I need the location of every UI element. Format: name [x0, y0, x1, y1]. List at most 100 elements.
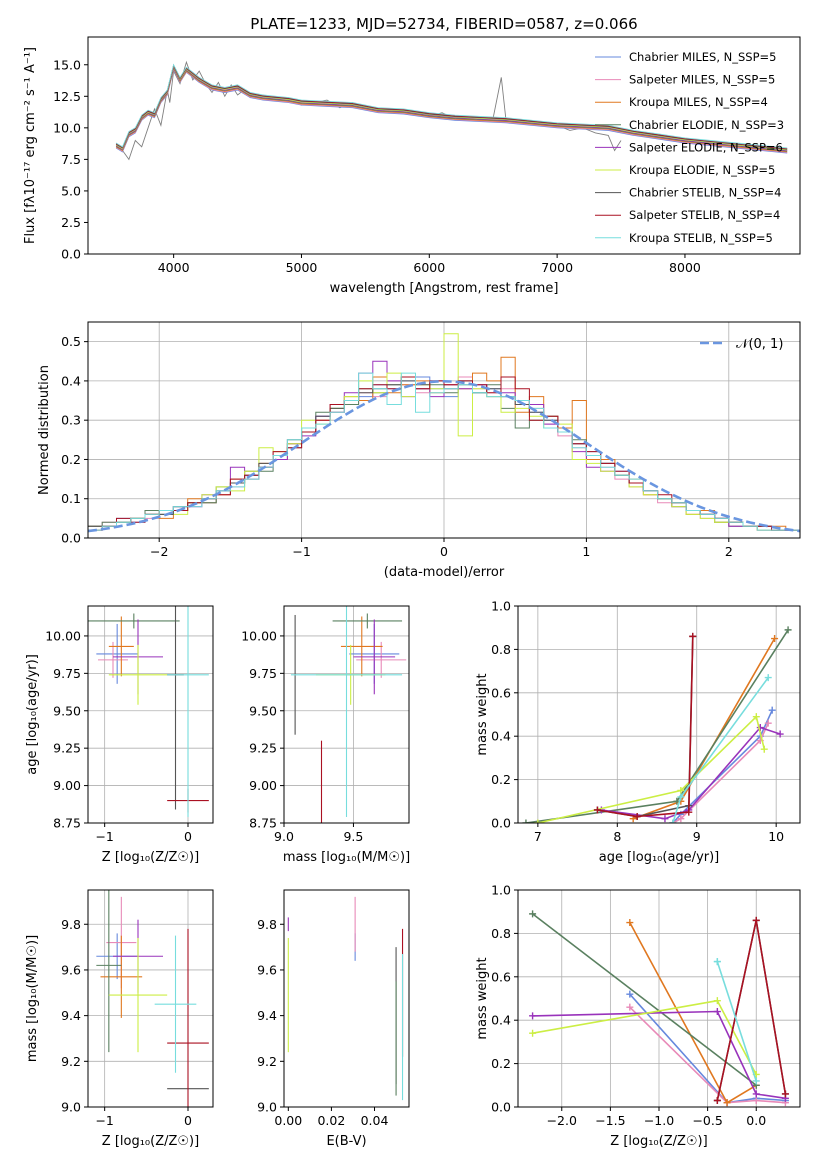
x-tick-label: 0	[184, 1113, 192, 1128]
y-tick-label: 7.5	[61, 152, 81, 167]
x-tick-label: 6000	[413, 260, 445, 275]
legend-entry: Kroupa ELODIE, N_SSP=5	[629, 163, 775, 177]
error-bar-point	[154, 935, 197, 1073]
y-tick-label: 0.2	[61, 452, 81, 467]
plus-marker	[781, 1090, 789, 1098]
error-bar-point	[332, 613, 403, 629]
mass-vs-metallicity-panel: −1 0 9.0 9.2 9.4 9.6 9.8 Z [log₁₀(Z/Z☉)] mass [l…	[25, 889, 214, 1149]
axes-frame	[283, 889, 410, 1108]
chart-title: PLATE=1233, MJD=52734, FIBERID=0587, z=0…	[250, 15, 637, 33]
plus-marker	[752, 916, 760, 924]
y-tick-label: 9.8	[257, 917, 277, 932]
error-bar-point	[167, 606, 209, 818]
error-bar-point	[96, 623, 138, 684]
y-axis-label: Normed distribution	[37, 365, 52, 495]
plus-marker	[685, 808, 693, 816]
y-tick-label: 9.0	[257, 1100, 277, 1115]
x-tick-label: 8	[613, 829, 621, 844]
plus-marker	[661, 815, 669, 823]
y-tick-label: 5.0	[61, 183, 81, 198]
plus-marker	[723, 1099, 731, 1107]
y-axis-label: mass weight	[475, 957, 490, 1039]
plus-marker	[529, 910, 537, 918]
y-tick-label: 0.2	[491, 1056, 511, 1071]
plot-area	[115, 60, 788, 161]
y-tick-label: 9.50	[53, 703, 81, 718]
plus-marker	[768, 706, 776, 714]
error-bar-point	[340, 616, 383, 677]
weight-series-line	[672, 722, 769, 823]
y-tick-label: 10.00	[241, 628, 277, 643]
y-tick-label: 9.75	[53, 666, 81, 681]
histogram-step-line	[88, 372, 800, 531]
axes-frame	[87, 36, 801, 255]
y-axis-label: Flux [fλ10⁻¹⁷ erg cm⁻² s⁻¹ A⁻¹]	[23, 47, 38, 244]
x-axis-label: age [log₁₀(age/yr)]	[599, 850, 720, 865]
y-tick-label: 0.1	[61, 491, 81, 506]
y-tick-label: 9.75	[249, 666, 277, 681]
y-tick-label: 0.4	[61, 373, 81, 388]
plus-marker	[677, 786, 685, 794]
plot-area	[96, 890, 209, 1107]
plot-area	[522, 626, 792, 823]
legend-entry: Chabrier MILES, N_SSP=5	[629, 50, 776, 64]
x-tick-label: 5000	[286, 260, 318, 275]
residual-histogram-panel: −2 −1 0 1 2 0.0 0.1 0.2 0.3 0.4 0.5 (data-model)/er…	[37, 321, 801, 580]
y-tick-label: 0.2	[491, 772, 511, 787]
y-tick-label: 1.0	[491, 599, 511, 614]
x-tick-label: 7000	[541, 260, 573, 275]
legend-entry: 𝒩(0, 1)	[736, 337, 783, 352]
x-tick-label: 0.04	[361, 1113, 389, 1128]
legend-entry: Chabrier STELIB, N_SSP=4	[629, 186, 781, 200]
plus-marker	[713, 958, 721, 966]
x-axis-label: Z [log₁₀(Z/Z☉)]	[102, 1134, 199, 1149]
y-axis-label: mass [log₁₀(M/M☉)]	[25, 935, 40, 1062]
weight-series-line	[597, 636, 694, 818]
plus-marker	[764, 719, 772, 727]
plus-marker	[713, 997, 721, 1005]
weight-series-line	[537, 715, 766, 823]
error-bar-point	[88, 613, 180, 629]
weight-series-line	[716, 961, 757, 1082]
x-tick-label: 0	[440, 544, 448, 559]
axes-frame	[517, 605, 801, 824]
legend-entry: Chabrier ELODIE, N_SSP=3	[629, 118, 784, 132]
y-tick-label: 8.75	[53, 816, 81, 831]
y-tick-label: 2.5	[61, 215, 81, 230]
plus-marker	[522, 819, 530, 823]
y-tick-label: 0.0	[61, 247, 81, 262]
y-tick-label: 0.0	[491, 816, 511, 831]
y-axis-label: mass weight	[475, 673, 490, 755]
y-tick-label: 9.00	[53, 778, 81, 793]
x-tick-label: −2.0	[547, 1113, 577, 1128]
weight-series-line	[629, 1006, 786, 1104]
spectrum-panel: 4000 5000 6000 7000 8000 0.0 2.5 5.0 7.5 10.0 12.5…	[23, 15, 801, 296]
plus-marker	[752, 1077, 760, 1085]
y-tick-label: 10.0	[53, 120, 81, 135]
y-tick-label: 0.3	[61, 413, 81, 428]
legend-entry: Kroupa MILES, N_SSP=4	[629, 95, 768, 109]
x-tick-label: 2	[725, 544, 733, 559]
x-tick-label: 0	[184, 829, 192, 844]
plus-marker	[626, 919, 634, 927]
x-tick-label: 7	[534, 829, 542, 844]
axes-frame	[283, 605, 410, 824]
y-tick-label: 9.2	[257, 1054, 277, 1069]
error-bar-point	[100, 935, 143, 1018]
plus-marker	[534, 819, 542, 823]
plus-marker	[689, 632, 697, 640]
weight-series-line	[716, 920, 787, 1101]
legend-entry: Salpeter ELODIE, N_SSP=6	[629, 140, 783, 154]
y-tick-label: 9.6	[61, 962, 81, 977]
weight-series-line	[525, 629, 789, 823]
error-bar-point	[353, 619, 396, 695]
y-tick-label: 10.00	[45, 628, 81, 643]
x-tick-label: −2	[150, 544, 168, 559]
y-tick-label: 0.5	[61, 334, 81, 349]
x-tick-label: 0.02	[317, 1113, 345, 1128]
weight-series-line	[672, 677, 769, 823]
x-tick-label: −1.5	[595, 1113, 625, 1128]
y-tick-label: 8.75	[249, 816, 277, 831]
plus-marker	[677, 793, 685, 801]
